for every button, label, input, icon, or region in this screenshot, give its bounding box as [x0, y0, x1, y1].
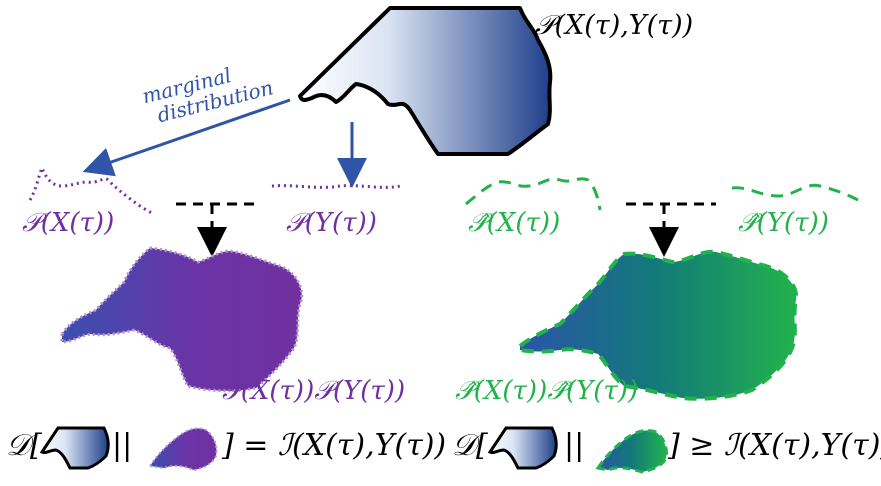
right-equation-suffix: ] ≥ ℐ(X(τ),Y(τ)) — [668, 428, 881, 463]
purple-marginal-y-curve — [271, 184, 401, 189]
purple-product-shape — [60, 246, 304, 393]
left-equation-separator: || — [112, 428, 133, 463]
green-product-shape — [518, 249, 799, 401]
purple-marginal-y-label: 𝒫(Y(τ)) — [286, 208, 377, 238]
eq-right-joint-thumb — [487, 426, 558, 470]
joint-distribution-shape — [298, 6, 553, 156]
eq-left-product-thumb — [148, 427, 218, 472]
purple-product-label: 𝒫(X(τ))𝒫(Y(τ)) — [222, 376, 406, 406]
green-product-connector — [626, 202, 716, 232]
left-equation-suffix: ] = ℐ(X(τ),Y(τ)) — [222, 428, 447, 463]
marginal-arrow-left — [82, 98, 291, 177]
purple-product-connector — [176, 202, 256, 232]
green-marginal-y-label: 𝒫̂(Y(τ)) — [738, 208, 829, 238]
right-equation-prefix: 𝒟[ — [452, 428, 488, 463]
joint-distribution-label: 𝒫(X(τ),Y(τ)) — [535, 10, 694, 41]
green-marginal-x-curve — [465, 177, 602, 211]
right-equation-separator: || — [564, 428, 585, 463]
purple-marginal-x-label: 𝒫(X(τ)) — [22, 208, 115, 238]
left-equation-prefix: 𝒟[ — [6, 428, 42, 463]
eq-right-product-thumb — [595, 428, 668, 474]
green-product-label: 𝒫̂(X(τ))𝒫̂(Y(τ)) — [455, 376, 639, 406]
purple-marginal-x-curve — [28, 163, 155, 216]
eq-left-joint-thumb — [39, 426, 110, 470]
green-marginal-x-label: 𝒫̂(X(τ)) — [468, 208, 561, 238]
green-marginal-y-curve — [731, 183, 859, 202]
